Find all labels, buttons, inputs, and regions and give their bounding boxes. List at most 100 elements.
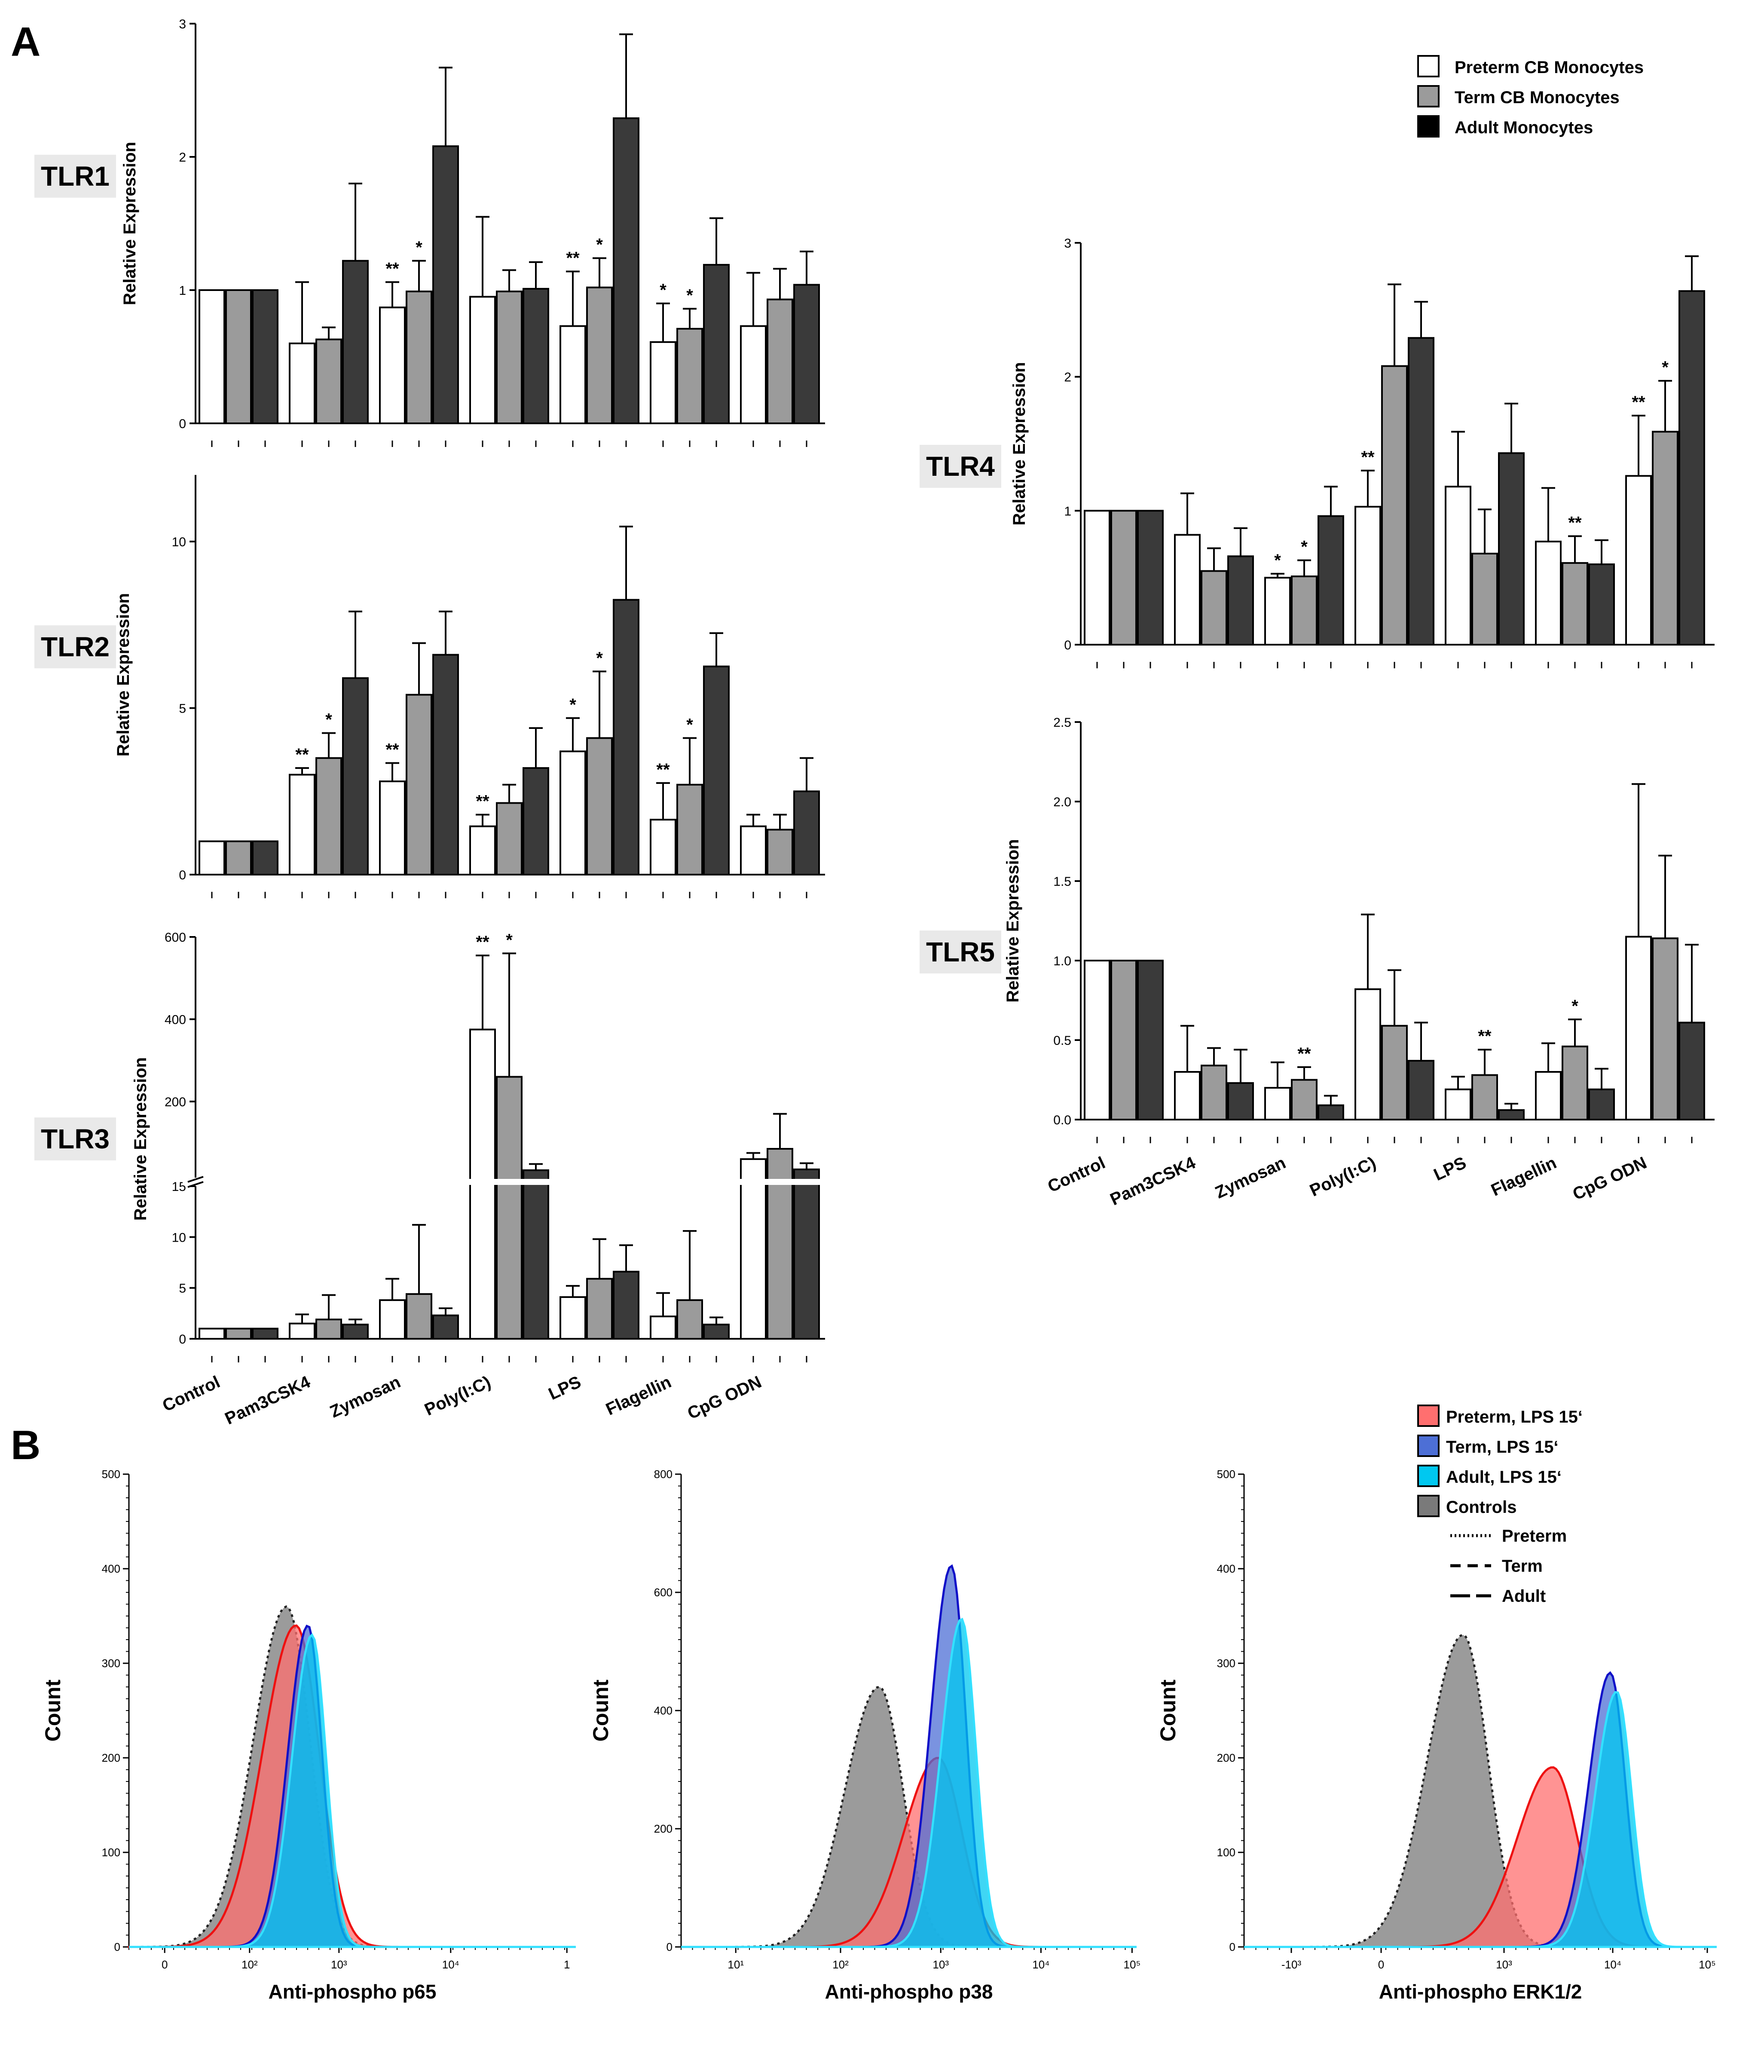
bar bbox=[342, 260, 369, 424]
histogram-adult bbox=[681, 1618, 1137, 1948]
y-tick-label: 0.0 bbox=[1053, 1113, 1071, 1127]
y-tick-label: 400 bbox=[102, 1562, 120, 1575]
bar bbox=[1201, 570, 1227, 646]
y-tick-label: 10 bbox=[172, 535, 186, 549]
bar bbox=[1201, 1065, 1227, 1120]
x-tick-label: 10⁵ bbox=[1699, 1958, 1716, 1971]
category-label: Poly(I:C) bbox=[422, 1372, 494, 1419]
bar bbox=[289, 1322, 315, 1340]
bar bbox=[586, 1278, 613, 1340]
bar bbox=[740, 1158, 767, 1340]
y-tick-label: 200 bbox=[654, 1822, 673, 1835]
x-tick-label: 10³ bbox=[1496, 1958, 1512, 1971]
category-label: Pam3CSK4 bbox=[222, 1372, 314, 1428]
bar bbox=[225, 840, 252, 875]
bar bbox=[1227, 1082, 1254, 1120]
significance-star: * bbox=[506, 930, 513, 949]
significance-star: ** bbox=[476, 792, 489, 811]
category-label: Poly(I:C) bbox=[1307, 1153, 1379, 1200]
significance-star: * bbox=[1301, 538, 1308, 557]
bar bbox=[613, 1270, 639, 1340]
bar bbox=[1625, 475, 1652, 646]
bar bbox=[496, 802, 523, 875]
tlr-tag-bg bbox=[34, 1117, 116, 1160]
bar bbox=[1264, 577, 1291, 646]
chart-tlr5: TLR5 Relative Expression 0.0 0.5 1.0 1.5 2.0 2.… bbox=[920, 716, 1715, 1143]
panel-label-a: A bbox=[11, 19, 40, 65]
tlr-tag-bg bbox=[34, 625, 116, 668]
bar bbox=[289, 343, 315, 424]
y-tick-label: 2 bbox=[1064, 370, 1071, 385]
axis-break-mark bbox=[187, 1176, 204, 1183]
bar bbox=[315, 1319, 342, 1340]
tlr-tag-bg bbox=[920, 930, 1001, 973]
bar bbox=[767, 829, 793, 875]
y-tick-label: 0 bbox=[179, 868, 186, 882]
y-axis-label: Count bbox=[1156, 1679, 1180, 1741]
y-tick-label: 0 bbox=[1064, 638, 1071, 652]
bar bbox=[469, 825, 496, 875]
significance-star: * bbox=[1274, 551, 1281, 570]
bar bbox=[703, 264, 730, 424]
y-tick-label: 3 bbox=[179, 17, 186, 31]
bar bbox=[1445, 1088, 1471, 1120]
y-tick-label: 200 bbox=[1217, 1751, 1235, 1764]
bar bbox=[406, 1293, 432, 1340]
histogram-controls bbox=[128, 1605, 576, 1948]
significance-star: * bbox=[686, 286, 693, 305]
legend-a-label-term: Term CB Monocytes bbox=[1455, 88, 1620, 107]
bar bbox=[1408, 337, 1434, 646]
significance-star: ** bbox=[1478, 1027, 1492, 1046]
y-tick-label: 300 bbox=[1217, 1657, 1235, 1670]
tlr-tag-label: TLR5 bbox=[926, 937, 995, 967]
category-label: Control bbox=[159, 1372, 223, 1415]
bar bbox=[406, 694, 432, 875]
tlr-tag-label: TLR2 bbox=[41, 631, 110, 662]
significance-star: ** bbox=[1632, 393, 1645, 412]
bar bbox=[199, 840, 225, 875]
axis-break-gap bbox=[183, 1179, 838, 1185]
bar bbox=[767, 298, 793, 424]
bar bbox=[1137, 960, 1164, 1120]
significance-star: ** bbox=[1568, 514, 1582, 533]
y-tick-label: 1.0 bbox=[1053, 954, 1071, 968]
category-label: Flagellin bbox=[603, 1372, 674, 1419]
legend-b: Preterm, LPS 15‘ Term, LPS 15‘ Adult, LP… bbox=[1417, 1405, 1583, 1606]
category-label: Pam3CSK4 bbox=[1107, 1153, 1199, 1209]
legend-b-swatch-adult bbox=[1417, 1465, 1440, 1487]
legend-b-swatch-term bbox=[1417, 1435, 1440, 1457]
bar bbox=[586, 286, 613, 424]
category-label: CpG ODN bbox=[1570, 1153, 1650, 1204]
bar bbox=[559, 750, 586, 875]
bar bbox=[1588, 563, 1615, 646]
bar bbox=[1264, 1087, 1291, 1120]
bar bbox=[1535, 1071, 1562, 1120]
tlr-tag-label: TLR1 bbox=[41, 161, 110, 192]
bar bbox=[1354, 505, 1381, 646]
bar bbox=[1588, 1088, 1615, 1120]
significance-star: ** bbox=[1297, 1044, 1311, 1063]
legend-a: Preterm CB Monocytes Term CB Monocytes A… bbox=[1417, 55, 1644, 138]
bar bbox=[379, 306, 406, 424]
histogram-adult bbox=[1244, 1691, 1717, 1948]
bar bbox=[1535, 541, 1562, 646]
bar bbox=[1678, 290, 1705, 646]
x-tick-label: 10⁵ bbox=[1124, 1958, 1141, 1971]
bar bbox=[1562, 562, 1588, 646]
bar bbox=[432, 1314, 459, 1340]
legend-b-swatch-controls bbox=[1417, 1495, 1440, 1517]
histogram-adult bbox=[129, 1633, 576, 1948]
y-tick-label: 200 bbox=[165, 1095, 186, 1109]
y-tick-label: 600 bbox=[654, 1586, 673, 1599]
tlr-tag-bg bbox=[920, 445, 1001, 488]
bar bbox=[496, 1076, 523, 1340]
bar bbox=[1110, 960, 1137, 1120]
bar bbox=[315, 338, 342, 425]
category-label: LPS bbox=[546, 1372, 584, 1404]
legend-b-linelabel-term: Term bbox=[1502, 1557, 1543, 1576]
bar bbox=[1227, 555, 1254, 646]
y-axis-label: Relative Expression bbox=[131, 1057, 150, 1221]
